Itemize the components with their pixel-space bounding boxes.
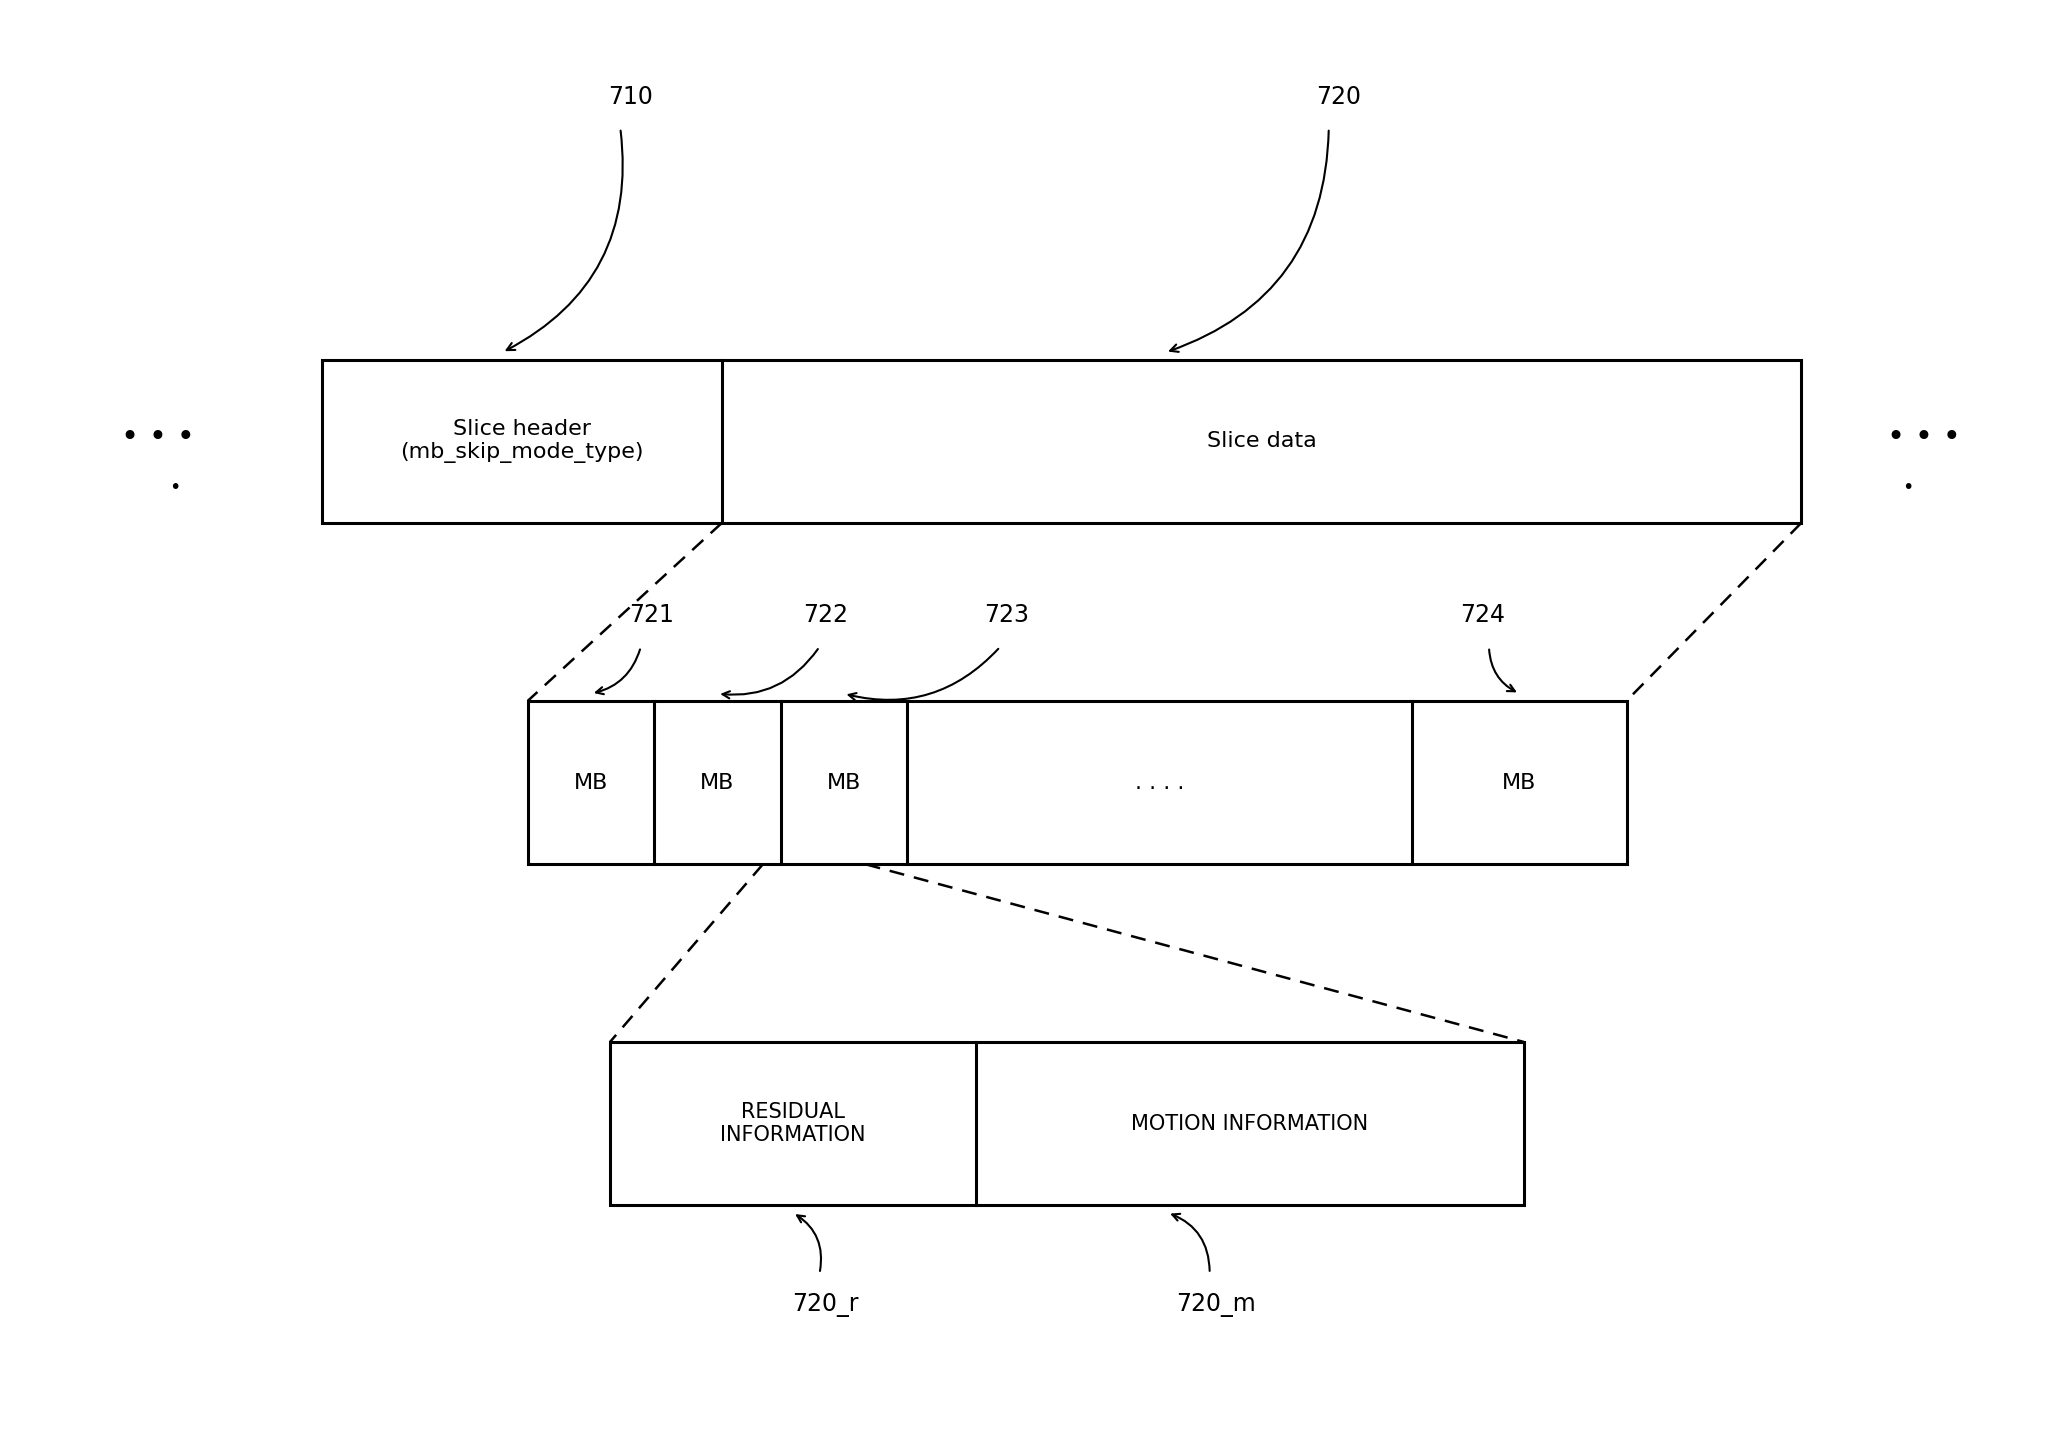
Text: Slice header
(mb_skip_mode_type): Slice header (mb_skip_mode_type) — [400, 419, 643, 463]
Text: 710: 710 — [608, 84, 654, 109]
Text: 720: 720 — [1316, 84, 1361, 109]
FancyArrowPatch shape — [1489, 649, 1516, 691]
Text: • • •: • • • — [1887, 423, 1961, 452]
Text: 720_r: 720_r — [792, 1293, 860, 1317]
Text: 723: 723 — [984, 603, 1029, 628]
Text: MB: MB — [701, 772, 734, 792]
FancyArrowPatch shape — [850, 649, 998, 701]
Text: MB: MB — [827, 772, 862, 792]
Text: 720_m: 720_m — [1175, 1293, 1256, 1317]
Text: •: • — [1903, 478, 1914, 498]
Text: RESIDUAL
INFORMATION: RESIDUAL INFORMATION — [720, 1103, 866, 1145]
Text: • • •: • • • — [122, 423, 196, 452]
Text: 722: 722 — [802, 603, 847, 628]
Text: . . . .: . . . . — [1134, 772, 1184, 792]
FancyArrowPatch shape — [798, 1216, 821, 1271]
Text: MOTION INFORMATION: MOTION INFORMATION — [1132, 1114, 1369, 1134]
Bar — [322, 359, 1800, 523]
FancyArrowPatch shape — [507, 130, 623, 350]
Text: MB: MB — [573, 772, 608, 792]
FancyArrowPatch shape — [1171, 1214, 1210, 1271]
Text: MB: MB — [1503, 772, 1536, 792]
Bar — [528, 701, 1627, 864]
Text: 724: 724 — [1460, 603, 1505, 628]
FancyArrowPatch shape — [722, 649, 819, 698]
Bar — [610, 1042, 1524, 1205]
FancyArrowPatch shape — [1169, 130, 1328, 352]
FancyArrowPatch shape — [596, 649, 639, 694]
Text: 721: 721 — [629, 603, 674, 628]
Text: Slice data: Slice data — [1206, 432, 1316, 452]
Text: •: • — [169, 478, 179, 498]
